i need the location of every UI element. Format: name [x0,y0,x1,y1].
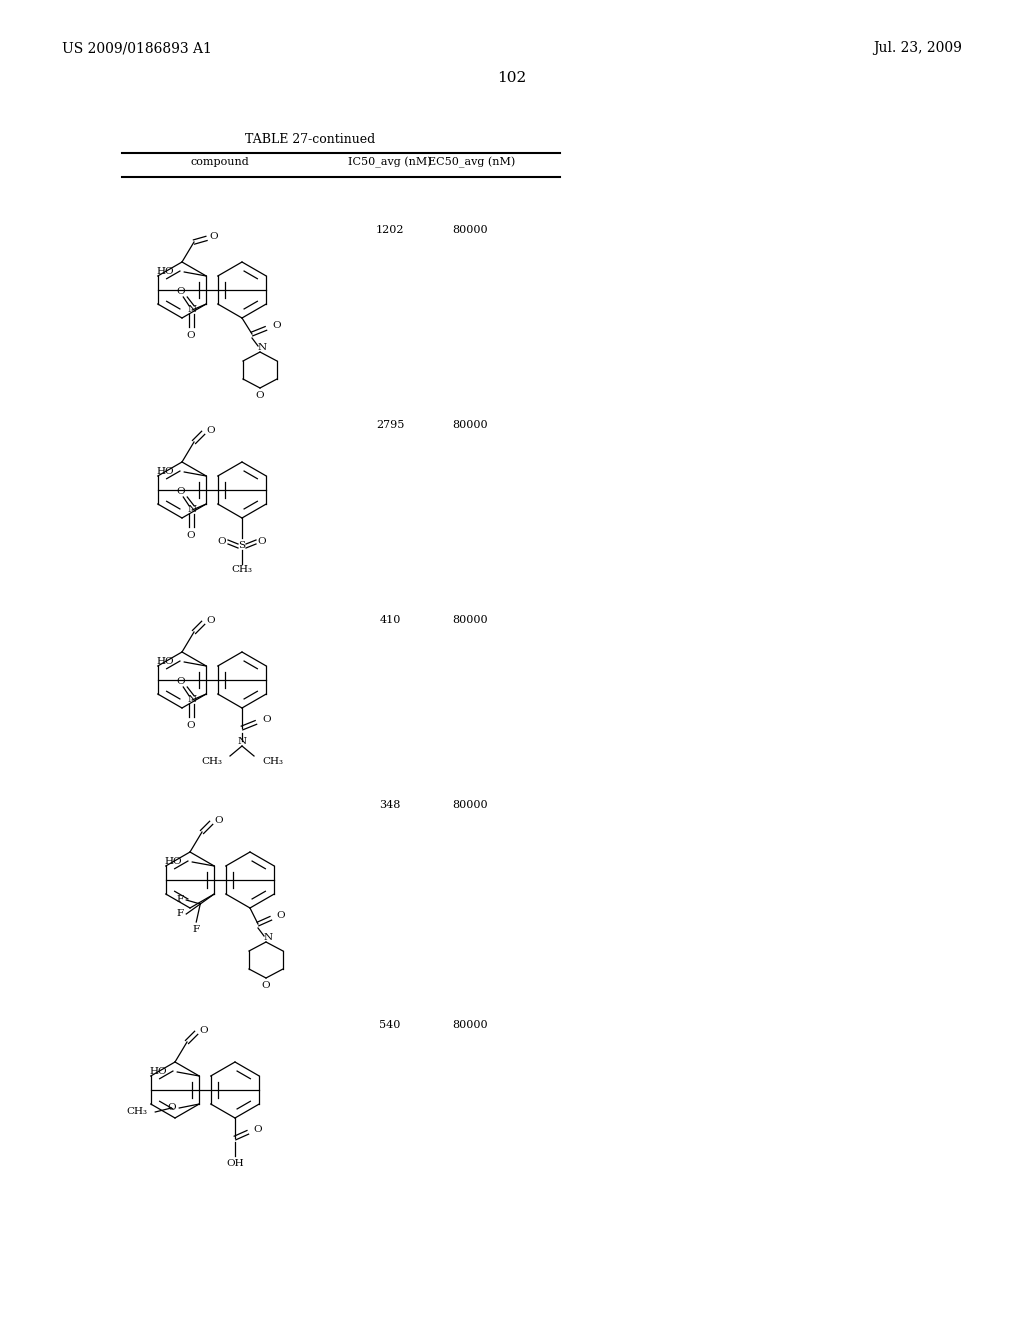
Text: CH₃: CH₃ [201,758,222,767]
Text: N: N [238,737,247,746]
Text: CH₃: CH₃ [262,758,283,767]
Text: O: O [218,537,226,546]
Text: O: O [206,616,214,626]
Text: O: O [167,1104,175,1113]
Text: O: O [256,392,264,400]
Text: EC50_avg (nM): EC50_avg (nM) [428,157,516,168]
Text: O: O [262,982,270,990]
Text: HO: HO [157,267,174,276]
Text: HO: HO [157,466,174,475]
Text: O: O [254,1126,262,1134]
Text: N: N [263,932,272,941]
Text: OH: OH [226,1159,244,1168]
Text: O: O [263,715,271,725]
Text: 80000: 80000 [453,420,487,430]
Text: O: O [176,677,184,686]
Text: 1202: 1202 [376,224,404,235]
Text: N: N [187,696,197,705]
Text: O: O [209,232,218,242]
Text: compound: compound [190,157,250,168]
Text: O: O [186,721,195,730]
Text: F: F [193,925,200,935]
Text: O: O [214,816,222,825]
Text: O: O [206,426,214,436]
Text: O: O [186,330,195,339]
Text: HO: HO [165,857,182,866]
Text: N: N [257,342,266,351]
Text: 80000: 80000 [453,1020,487,1030]
Text: O: O [176,288,184,297]
Text: F: F [177,909,184,919]
Text: IC50_avg (nM): IC50_avg (nM) [348,157,432,168]
Text: 102: 102 [498,71,526,84]
Text: 348: 348 [379,800,400,810]
Text: 540: 540 [379,1020,400,1030]
Text: O: O [186,531,195,540]
Text: 80000: 80000 [453,615,487,624]
Text: N: N [187,506,197,515]
Text: 80000: 80000 [453,224,487,235]
Text: O: O [176,487,184,496]
Text: 410: 410 [379,615,400,624]
Text: N: N [187,305,197,314]
Text: HO: HO [150,1067,167,1076]
Text: S: S [239,541,246,550]
Text: 80000: 80000 [453,800,487,810]
Text: CH₃: CH₃ [126,1107,147,1117]
Text: O: O [258,537,266,546]
Text: 2795: 2795 [376,420,404,430]
Text: CH₃: CH₃ [231,565,253,574]
Text: O: O [272,322,282,330]
Text: US 2009/0186893 A1: US 2009/0186893 A1 [62,41,212,55]
Text: O: O [276,912,286,920]
Text: HO: HO [157,656,174,665]
Text: TABLE 27-continued: TABLE 27-continued [245,133,375,147]
Text: Jul. 23, 2009: Jul. 23, 2009 [873,41,962,55]
Text: F: F [177,895,184,903]
Text: O: O [199,1027,208,1035]
